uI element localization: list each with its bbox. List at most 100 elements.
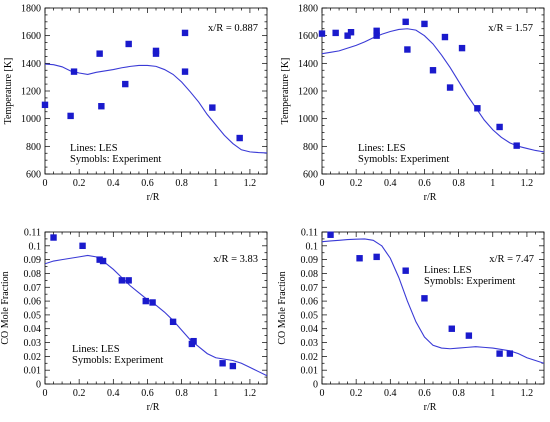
experiment-point (402, 18, 409, 26)
experiment-point (327, 231, 334, 238)
x-tick-label: 0.2 (73, 388, 86, 399)
station-annotation: x/R = 0.887 (208, 23, 258, 34)
y-tick-label: 600 (26, 170, 41, 181)
x-tick-label: 0.8 (452, 178, 465, 189)
experiment-point (118, 277, 126, 284)
y-tick-label: 0.06 (301, 297, 319, 308)
experiment-point (446, 84, 454, 91)
x-tick-label: 0.8 (452, 388, 465, 399)
legend-lines-label: Lines: LES (70, 143, 118, 154)
experiment-point (318, 30, 326, 37)
experiment-point (229, 362, 237, 370)
station-annotation: x/R = 3.83 (213, 254, 258, 265)
x-axis-label: r/R (424, 402, 437, 413)
x-tick-label: 0.2 (350, 178, 363, 189)
x-tick-label: 0.4 (107, 178, 120, 189)
experiment-point (402, 267, 409, 274)
x-tick-label: 0.8 (175, 388, 188, 399)
experiment-point (356, 255, 363, 262)
y-tick-label: 800 (303, 142, 318, 153)
y-tick-label: 600 (303, 170, 318, 181)
x-tick-label: 1.2 (521, 388, 534, 399)
experiment-point (421, 295, 428, 302)
experiment-point (347, 29, 355, 36)
experiment-point (96, 50, 103, 57)
y-axis-label: Temperature [K] (280, 58, 291, 125)
y-tick-label: 0.06 (24, 297, 42, 308)
x-axis-label: r/R (424, 192, 437, 203)
experiment-point (496, 350, 503, 357)
x-tick-label: 1.2 (521, 178, 534, 189)
y-tick-label: 0.01 (301, 366, 319, 377)
y-tick-label: 0.02 (301, 352, 319, 363)
legend-symbols-label: Symobls: Experiment (424, 276, 515, 287)
experiment-point (219, 360, 226, 367)
x-tick-label: 0.4 (384, 388, 397, 399)
y-tick-label: 0.05 (24, 310, 42, 321)
x-tick-label: 0 (320, 388, 325, 399)
x-tick-label: 1 (490, 178, 495, 189)
x-tick-label: 0 (43, 388, 48, 399)
x-axis-label: r/R (147, 402, 160, 413)
y-tick-label: 1600 (298, 31, 318, 42)
experiment-point (373, 253, 380, 261)
y-tick-label: 0.1 (306, 241, 319, 252)
experiment-point (458, 44, 466, 52)
x-tick-label: 0 (43, 178, 48, 189)
experiment-point (96, 256, 103, 263)
x-tick-label: 0.6 (418, 388, 431, 399)
chart-panel-2: 0 0.2 0.4 0.6 0.8 1 1.2 600 800 1000 1200 1400 1600 1… (280, 4, 545, 203)
experiment-point (373, 32, 380, 39)
x-tick-label: 0.6 (418, 178, 431, 189)
experiment-point (169, 318, 177, 326)
y-axis-label: Temperature [K] (3, 58, 14, 125)
y-tick-label: 0.08 (24, 269, 42, 280)
experiment-point (404, 46, 411, 53)
y-tick-label: 0.01 (24, 366, 42, 377)
experiment-point (67, 112, 74, 120)
experiment-point (465, 332, 473, 339)
experiment-point (125, 40, 132, 48)
y-tick-label: 1000 (298, 114, 318, 125)
y-tick-label: 0.05 (301, 310, 319, 321)
x-tick-label: 1 (213, 388, 218, 399)
experiment-point (441, 33, 449, 41)
y-tick-label: 1200 (298, 87, 318, 98)
y-tick-label: 1400 (21, 59, 41, 70)
experiment-point (122, 80, 129, 88)
y-tick-label: 0.08 (301, 269, 319, 280)
experiment-point (209, 104, 216, 111)
station-annotation: x/R = 1.57 (488, 23, 533, 34)
x-tick-label: 1 (490, 388, 495, 399)
chart-panel-3: 0 0.2 0.4 0.6 0.8 1 1.200.010.020.030.040.050.… (0, 228, 268, 413)
experiment-point (332, 29, 339, 37)
legend-lines-label: Lines: LES (424, 265, 472, 276)
y-tick-label: 1600 (21, 31, 41, 42)
x-tick-label: 0.4 (107, 388, 120, 399)
x-tick-label: 1 (213, 178, 218, 189)
y-tick-label: 0.07 (301, 283, 319, 294)
y-tick-label: 0.04 (301, 324, 319, 335)
experiment-point (41, 101, 49, 109)
experiment-point (421, 20, 428, 28)
experiment-point (152, 50, 160, 57)
x-tick-label: 1.2 (244, 388, 257, 399)
legend-lines-label: Lines: LES (72, 344, 120, 355)
legend-lines-label: Lines: LES (358, 143, 406, 154)
chart-panel-1: 0 0.2 0.4 0.6 0.8 1 1.2 600 800 1000 1200 1400 1600 1… (3, 4, 268, 203)
experiment-point (236, 134, 243, 142)
experiment-point (70, 68, 78, 75)
legend-symbols-label: Symobls: Experiment (70, 154, 161, 165)
x-tick-label: 0.4 (384, 178, 397, 189)
chart-panels: 0 0.2 0.4 0.6 0.8 1 1.260080010001200140016001… (0, 4, 545, 413)
experiment-point (429, 67, 437, 74)
experiment-point (98, 103, 105, 110)
y-tick-label: 1000 (21, 114, 41, 125)
y-tick-label: 0.11 (24, 228, 41, 239)
y-tick-label: 0 (36, 380, 41, 391)
y-axis-label: CO Mole Fraction (277, 271, 288, 344)
y-tick-label: 1200 (21, 87, 41, 98)
x-tick-label: 0.8 (175, 178, 188, 189)
experiment-point (181, 29, 189, 37)
